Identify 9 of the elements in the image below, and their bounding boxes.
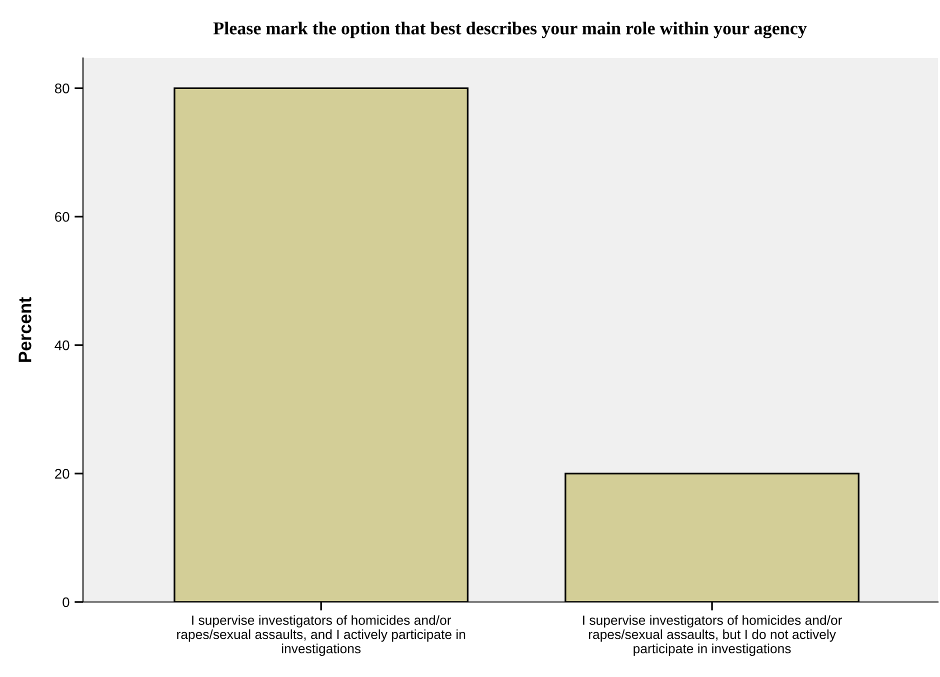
chart-title: Please mark the option that best describes your main role within your agency bbox=[213, 22, 807, 38]
y-tick-label: 40 bbox=[54, 340, 70, 350]
y-tick-label: 0 bbox=[62, 597, 70, 608]
x-tick-label: I supervise investigators of homicides and/or rapes/sexual assaults, and I actively participate in investigations bbox=[177, 615, 466, 656]
y-tick-label: 20 bbox=[55, 468, 70, 479]
y-tick-label: 80 bbox=[54, 84, 70, 94]
y-tick-label: 60 bbox=[55, 212, 70, 222]
y-axis-title: Percent bbox=[18, 297, 32, 362]
x-tick-label: I supervise investigators of homicides and/or rapes/sexual assaults, but I do not actively participate in investigations bbox=[583, 615, 842, 656]
